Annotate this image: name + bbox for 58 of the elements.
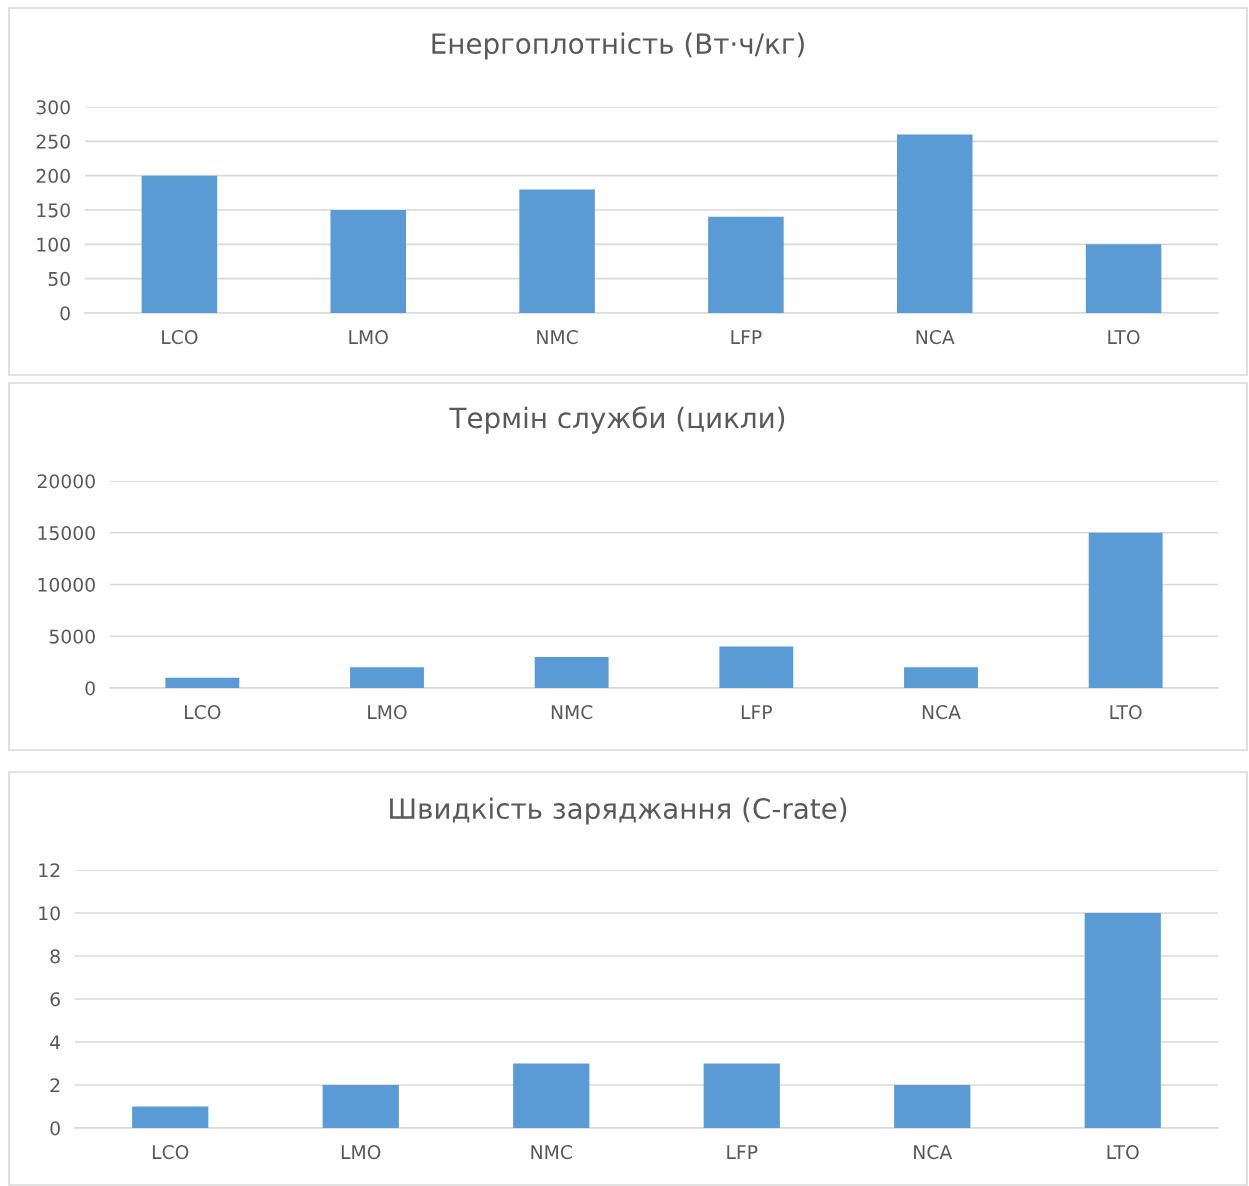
x-tick-label: NCA xyxy=(914,1145,953,1160)
y-tick-label: 50 xyxy=(48,271,70,287)
bar xyxy=(719,646,794,688)
bar xyxy=(703,1063,780,1128)
y-tick-label: 10 xyxy=(39,906,60,921)
bar xyxy=(896,134,973,313)
y-tick-label: 2 xyxy=(50,1078,60,1093)
bar xyxy=(132,1106,209,1128)
chart-title: Термін служби (цикли) xyxy=(449,406,785,434)
bar xyxy=(165,677,240,688)
x-tick-label: NCA xyxy=(916,330,955,345)
y-tick-label: 0 xyxy=(60,306,70,321)
x-tick-label: NMC xyxy=(531,1145,572,1160)
bar xyxy=(330,210,407,313)
x-tick-label: LFP xyxy=(741,705,772,719)
y-tick-label: 8 xyxy=(50,949,60,964)
chart-title: Енергоплотність (Вт·ч/кг) xyxy=(432,32,804,60)
y-tick-label: 6 xyxy=(50,992,60,1007)
x-tick-label: LTO xyxy=(1107,1145,1139,1160)
y-tick-label: 250 xyxy=(36,134,70,149)
bar xyxy=(519,189,595,313)
x-tick-label: LCO xyxy=(185,705,221,720)
y-tick-label: 4 xyxy=(50,1035,61,1050)
bar xyxy=(904,667,978,688)
y-tick-label: 5000 xyxy=(49,629,95,644)
bar xyxy=(708,216,784,313)
bar xyxy=(1085,244,1162,313)
x-tick-label: LCO xyxy=(162,330,198,345)
y-tick-label: 10000 xyxy=(38,577,95,592)
bar xyxy=(894,1085,971,1128)
y-tick-label: 15000 xyxy=(38,525,95,541)
x-tick-label: LTO xyxy=(1110,705,1142,720)
x-tick-label: LTO xyxy=(1108,330,1140,345)
bar xyxy=(141,175,218,313)
y-tick-label: 12 xyxy=(39,863,60,878)
bar xyxy=(1084,913,1161,1128)
x-tick-label: LCO xyxy=(152,1145,189,1160)
y-tick-label: 150 xyxy=(37,203,70,218)
y-tick-label: 20000 xyxy=(37,474,95,489)
y-tick-label: 0 xyxy=(50,1121,60,1136)
bar xyxy=(322,1085,399,1128)
y-tick-label: 200 xyxy=(36,168,70,184)
x-tick-label: NMC xyxy=(551,705,593,720)
x-tick-label: NMC xyxy=(537,330,578,345)
x-tick-label: LMO xyxy=(349,330,388,345)
x-tick-label: LFP xyxy=(727,1145,758,1159)
x-tick-label: LMO xyxy=(341,1145,381,1160)
chart-title: Швидкість заряджання (C-rate) xyxy=(390,797,847,825)
bar xyxy=(1088,532,1163,688)
x-tick-label: LFP xyxy=(731,330,762,344)
y-tick-label: 0 xyxy=(85,681,95,696)
y-tick-label: 100 xyxy=(37,237,70,252)
y-tick-label: 300 xyxy=(36,100,70,115)
bar xyxy=(534,656,609,688)
bar xyxy=(513,1063,590,1128)
bar xyxy=(350,667,424,688)
x-tick-label: NCA xyxy=(922,705,961,720)
x-tick-label: LMO xyxy=(368,705,407,720)
